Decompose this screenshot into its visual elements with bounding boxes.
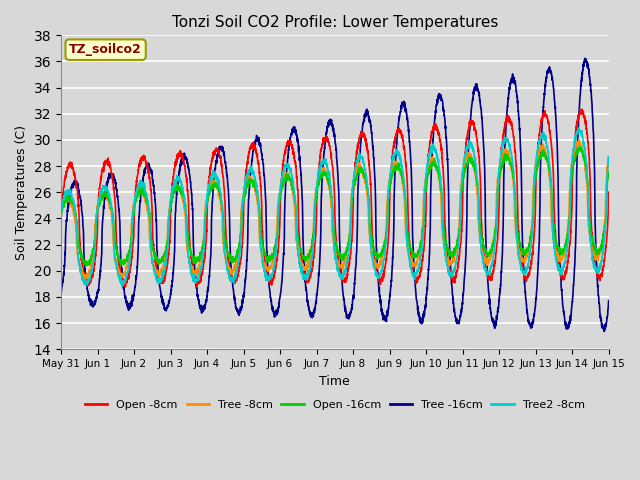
- Open -8cm: [57, 221, 65, 227]
- Open -16cm: [605, 171, 612, 177]
- Open -16cm: [576, 144, 584, 150]
- Tree -16cm: [605, 298, 612, 303]
- Open -8cm: [122, 284, 129, 289]
- Tree -16cm: [120, 286, 127, 291]
- Tree -8cm: [575, 137, 583, 143]
- Tree2 -8cm: [152, 275, 160, 280]
- Tree2 -8cm: [605, 157, 612, 163]
- Tree -16cm: [152, 212, 160, 218]
- Tree2 -8cm: [57, 206, 65, 212]
- Tree -8cm: [57, 207, 65, 213]
- Open -8cm: [578, 107, 586, 112]
- Open -16cm: [57, 207, 65, 213]
- Tree -16cm: [535, 245, 543, 251]
- Tree -8cm: [152, 268, 160, 274]
- Tree -8cm: [595, 251, 602, 257]
- Y-axis label: Soil Temperatures (C): Soil Temperatures (C): [15, 125, 28, 260]
- Tree -8cm: [81, 277, 89, 283]
- Tree2 -8cm: [118, 284, 126, 290]
- Open -8cm: [268, 280, 275, 286]
- Open -16cm: [268, 256, 275, 262]
- Text: TZ_soilco2: TZ_soilco2: [69, 43, 142, 56]
- Open -16cm: [535, 159, 543, 165]
- Tree -16cm: [267, 299, 275, 304]
- Tree2 -8cm: [535, 138, 543, 144]
- Tree -16cm: [291, 128, 299, 133]
- Open -8cm: [595, 272, 602, 278]
- Tree -16cm: [594, 288, 602, 294]
- Tree -8cm: [605, 158, 612, 164]
- Tree2 -8cm: [120, 280, 127, 286]
- Open -8cm: [291, 159, 299, 165]
- Tree2 -8cm: [575, 125, 582, 131]
- Legend: Open -8cm, Tree -8cm, Open -16cm, Tree -16cm, Tree2 -8cm: Open -8cm, Tree -8cm, Open -16cm, Tree -…: [81, 396, 589, 415]
- Open -8cm: [120, 281, 127, 287]
- Line: Tree -8cm: Tree -8cm: [61, 140, 609, 280]
- Tree -16cm: [57, 290, 65, 296]
- Line: Open -16cm: Open -16cm: [61, 147, 609, 265]
- Tree2 -8cm: [595, 267, 602, 273]
- Tree2 -8cm: [291, 193, 299, 199]
- Tree -8cm: [291, 207, 299, 213]
- Tree -16cm: [600, 329, 608, 335]
- Tree -8cm: [535, 148, 543, 154]
- Open -8cm: [535, 135, 543, 141]
- Open -16cm: [595, 250, 602, 256]
- Open -16cm: [83, 263, 91, 268]
- Tree -16cm: [581, 56, 589, 61]
- Open -16cm: [152, 257, 160, 263]
- Open -8cm: [152, 265, 160, 271]
- X-axis label: Time: Time: [319, 374, 350, 387]
- Open -16cm: [120, 258, 127, 264]
- Line: Tree2 -8cm: Tree2 -8cm: [61, 128, 609, 287]
- Title: Tonzi Soil CO2 Profile: Lower Temperatures: Tonzi Soil CO2 Profile: Lower Temperatur…: [172, 15, 498, 30]
- Tree -8cm: [268, 265, 275, 271]
- Tree2 -8cm: [268, 274, 275, 279]
- Open -16cm: [291, 195, 299, 201]
- Open -8cm: [605, 189, 612, 195]
- Tree -8cm: [120, 270, 127, 276]
- Line: Tree -16cm: Tree -16cm: [61, 59, 609, 332]
- Line: Open -8cm: Open -8cm: [61, 109, 609, 287]
